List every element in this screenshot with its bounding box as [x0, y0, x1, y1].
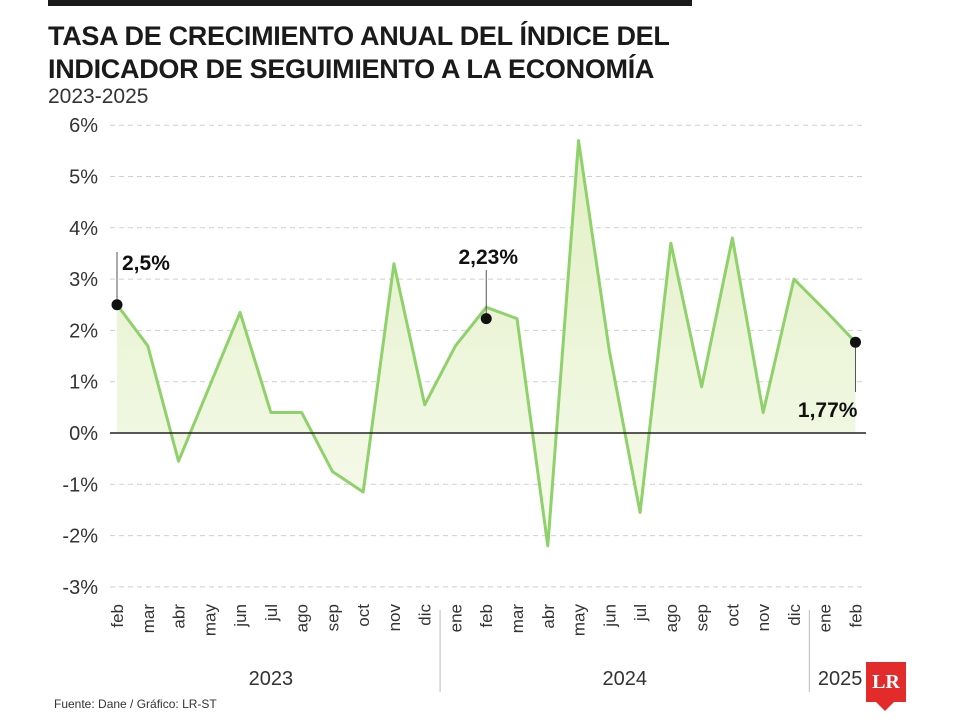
- y-axis-ticks: 6% 5% 4% 3% 2% 1% 0% -1% -2% -3%: [62, 115, 98, 599]
- x-tick-label: dic: [785, 604, 804, 626]
- y-tick-label: 3%: [69, 269, 98, 291]
- x-tick-label: feb: [477, 604, 496, 628]
- year-label: 2025: [818, 668, 863, 690]
- year-label: 2024: [602, 668, 647, 690]
- x-tick-label: sep: [693, 604, 712, 631]
- year-groups: 2023 2024 2025: [249, 610, 863, 692]
- x-tick-label: feb: [846, 604, 865, 628]
- lr-logo: LR: [866, 662, 906, 702]
- annotation-marker: [849, 336, 861, 348]
- x-tick-label: mar: [139, 604, 158, 634]
- y-tick-label: 1%: [69, 372, 98, 394]
- annotations: 2,5% 2,23% 1,77%: [111, 246, 861, 422]
- source-note: Fuente: Dane / Gráfico: LR-ST: [54, 697, 217, 711]
- top-rule: [48, 0, 692, 6]
- y-tick-label: -2%: [62, 526, 98, 548]
- y-tick-label: -3%: [62, 577, 98, 599]
- x-tick-label: oct: [354, 604, 373, 627]
- y-tick-label: -1%: [62, 474, 98, 496]
- x-tick-label: may: [570, 604, 589, 637]
- x-tick-label: may: [200, 604, 219, 637]
- x-axis-ticks: feb mar abr may jun jul ago sep oct nov dic ene feb m…: [108, 604, 865, 637]
- x-tick-label: jun: [600, 604, 619, 628]
- x-tick-label: sep: [323, 604, 342, 631]
- x-tick-label: nov: [754, 604, 773, 632]
- y-tick-label: 4%: [69, 218, 98, 240]
- y-tick-label: 0%: [69, 423, 98, 445]
- annotation-marker: [480, 313, 492, 325]
- annotation-label: 1,77%: [798, 399, 858, 422]
- chart-subtitle: 2023-2025: [48, 85, 149, 108]
- chart-title: TASA DE CRECIMIENTO ANUAL DEL ÍNDICE DEL…: [48, 21, 670, 84]
- x-tick-label: ago: [662, 604, 681, 632]
- x-tick-label: abr: [539, 604, 558, 629]
- x-tick-label: nov: [385, 604, 404, 632]
- x-tick-label: jul: [262, 604, 281, 622]
- x-tick-label: ago: [293, 604, 312, 632]
- x-tick-label: feb: [108, 604, 127, 628]
- annotation-marker: [111, 299, 123, 311]
- year-label: 2023: [249, 668, 294, 690]
- y-tick-label: 5%: [69, 167, 98, 189]
- annotation-label: 2,5%: [122, 252, 170, 275]
- area-shape: [117, 140, 856, 546]
- x-tick-label: abr: [170, 604, 189, 629]
- x-tick-label: oct: [723, 604, 742, 627]
- annotation-label: 2,23%: [458, 246, 518, 269]
- x-tick-label: jul: [631, 604, 650, 622]
- y-tick-label: 2%: [69, 320, 98, 342]
- x-tick-label: ene: [816, 604, 835, 632]
- x-tick-label: jun: [231, 604, 250, 628]
- area-fill: [117, 140, 856, 546]
- x-tick-label: mar: [508, 604, 527, 634]
- x-tick-label: ene: [446, 604, 465, 632]
- y-tick-label: 6%: [69, 115, 98, 137]
- x-tick-label: dic: [416, 604, 435, 626]
- lr-logo-tail: [876, 702, 894, 711]
